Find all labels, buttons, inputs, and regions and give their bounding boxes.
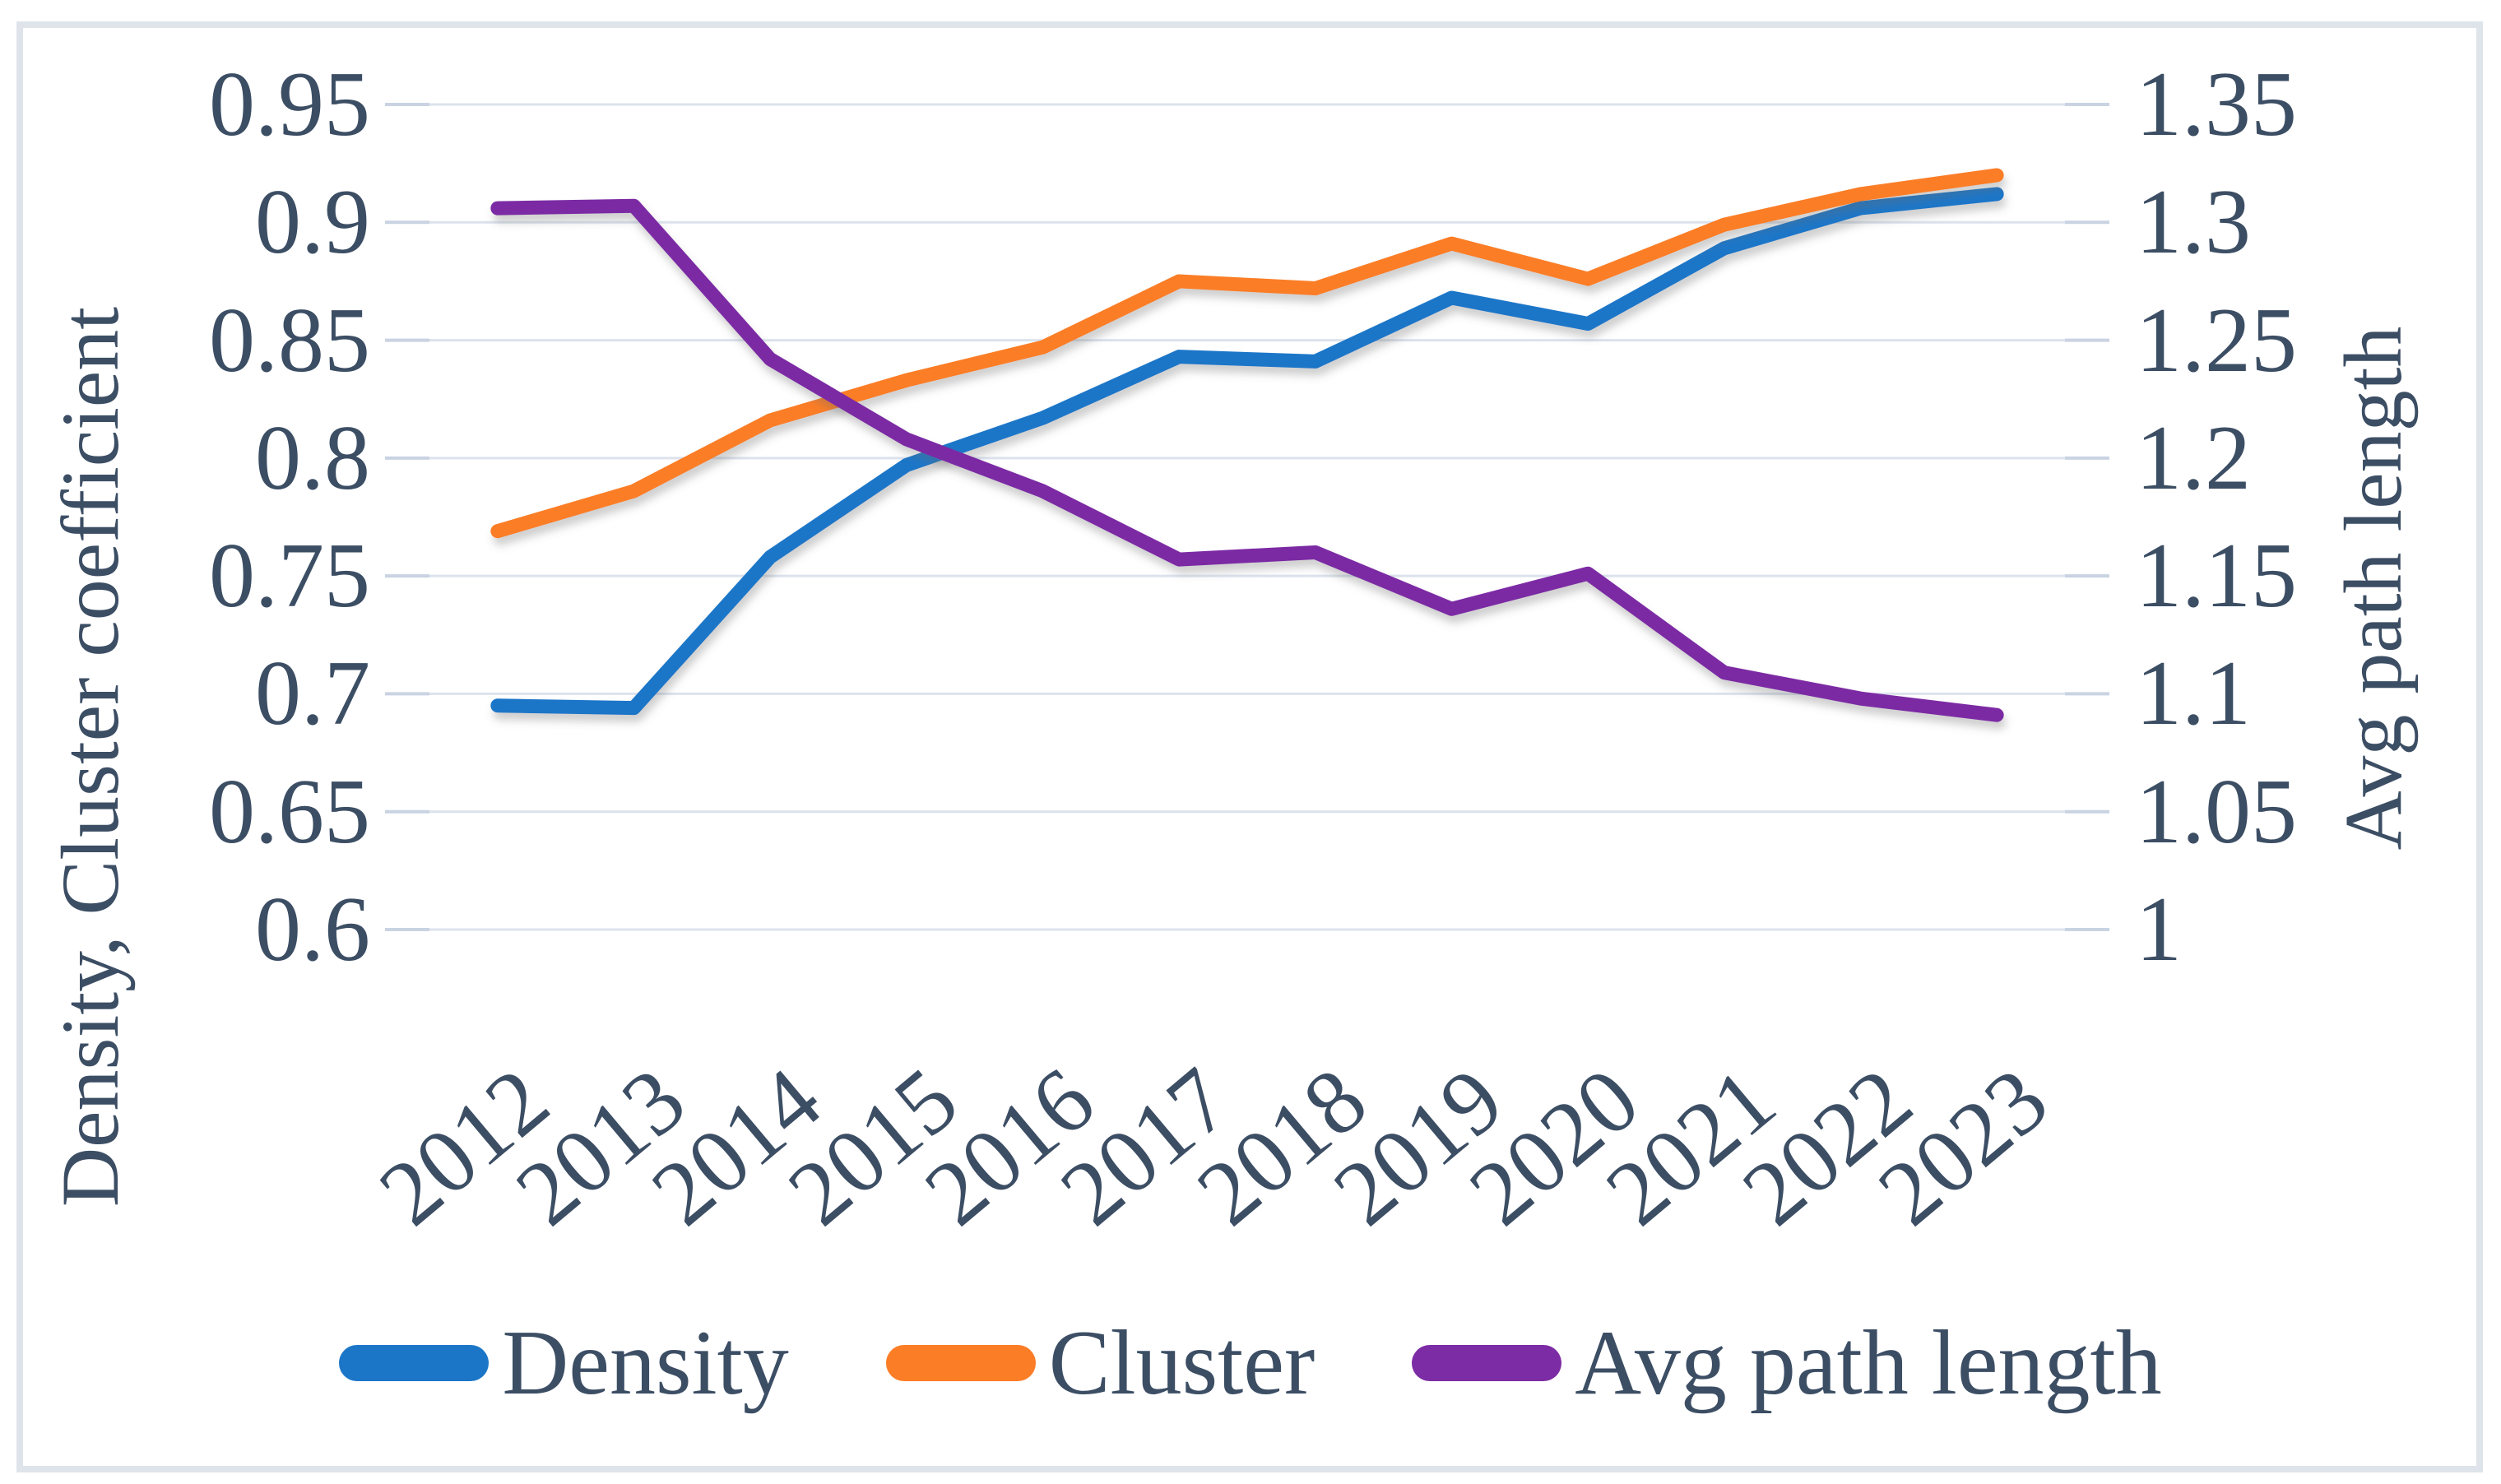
left-axis-tick-label: 0.95: [209, 53, 370, 155]
series-line-avg-path-length: [490, 198, 2004, 722]
legend-item-avg-path-length: Avg path length: [1412, 1301, 2162, 1425]
legend-label: Avg path length: [1575, 1312, 2162, 1414]
right-axis-tick-label: 1.3: [2136, 171, 2251, 274]
legend-swatch-icon: [1412, 1345, 1562, 1381]
legend-label: Cluster: [1048, 1312, 1315, 1414]
legend-swatch-icon: [885, 1345, 1036, 1381]
right-axis-tick-label: 1.1: [2136, 642, 2251, 745]
right-axis-tick-label: 1.35: [2136, 53, 2297, 155]
left-axis-tick-label: 0.75: [209, 525, 370, 628]
left-axis-tick-label: 0.9: [255, 171, 370, 274]
legend-item-cluster: Cluster: [885, 1301, 1315, 1425]
right-axis-tick-label: 1: [2136, 879, 2182, 981]
right-axis-title: Avg path length: [2327, 326, 2419, 851]
right-axis-tick-label: 1.15: [2136, 525, 2297, 628]
series-line-cluster: [490, 168, 2004, 539]
legend: Density Cluster Avg path length: [0, 1301, 2501, 1425]
legend-swatch-icon: [339, 1345, 490, 1381]
legend-label: Density: [502, 1312, 789, 1414]
right-axis-tick-label: 1.05: [2136, 760, 2297, 863]
series-line-density: [490, 187, 2004, 716]
right-axis-tick-label: 1.25: [2136, 289, 2297, 392]
left-axis-title: Density, Cluster coefficient: [44, 306, 136, 1208]
right-axis-tick-label: 1.2: [2136, 406, 2251, 509]
left-axis-tick-label: 0.65: [209, 760, 370, 863]
left-axis-tick-label: 0.85: [209, 289, 370, 392]
left-axis-tick-label: 0.8: [255, 406, 370, 509]
left-axis-tick-label: 0.7: [255, 642, 370, 745]
left-axis-tick-label: 0.6: [255, 879, 370, 981]
legend-item-density: Density: [339, 1301, 789, 1425]
